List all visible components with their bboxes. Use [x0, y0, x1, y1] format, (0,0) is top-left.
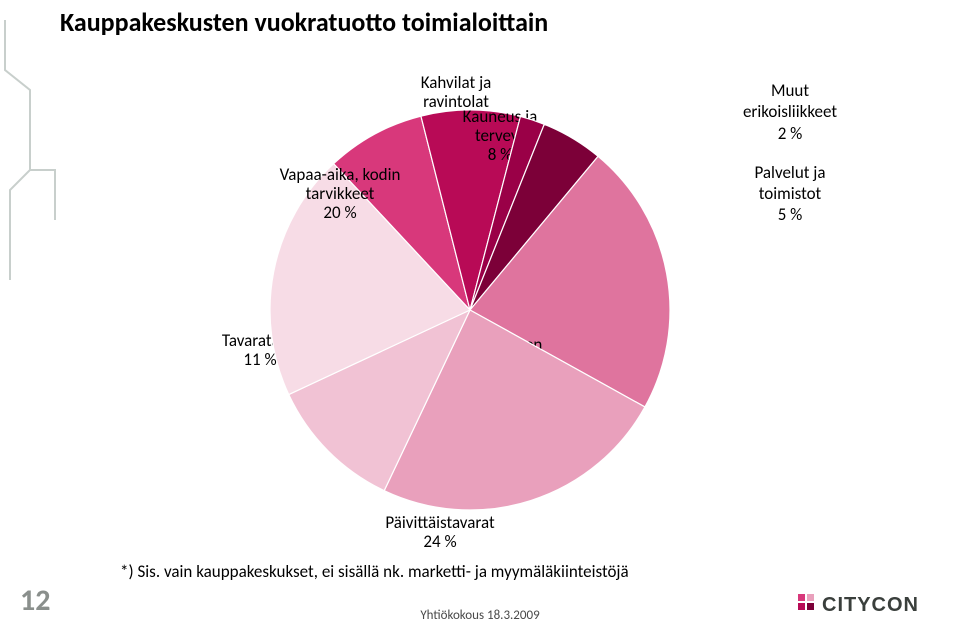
external-label: Muuterikoisliikkeet2 %: [700, 80, 880, 144]
svg-text:CITYCON: CITYCON: [822, 594, 919, 616]
footnote: *) Sis. vain kauppakeskukset, ei sisällä…: [120, 561, 629, 582]
decorative-lines: [0, 20, 60, 320]
external-labels: Muuterikoisliikkeet2 % Palvelut jatoimist…: [700, 80, 880, 244]
slice-label-paivittais: Päivittäistavarat24 %: [385, 512, 495, 552]
external-label: Palvelut jatoimistot5 %: [700, 162, 880, 226]
pie-chart: Kahvilat jaravintolat8 %Kauneus jatervey…: [190, 60, 750, 530]
chart-title: Kauppakeskusten vuokratuotto toimialoitt…: [60, 6, 548, 38]
citycon-logo: CITYCON: [796, 588, 936, 625]
